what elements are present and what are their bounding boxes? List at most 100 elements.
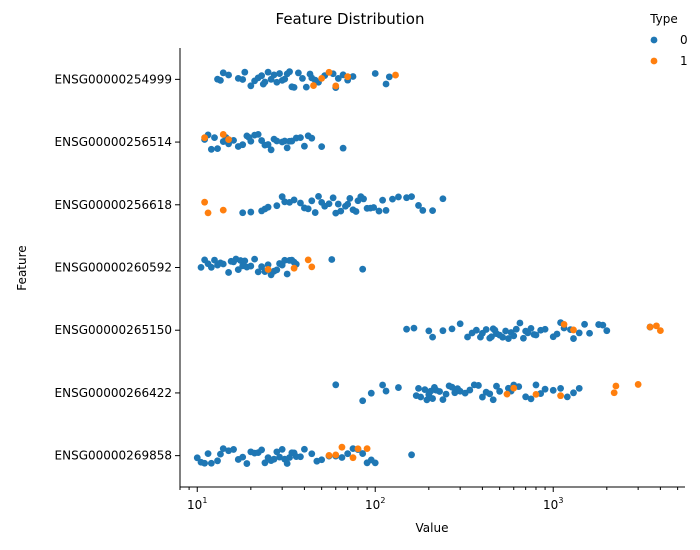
data-point-type-1	[308, 263, 316, 271]
data-point-type-1	[332, 82, 340, 90]
data-point-type-0	[389, 195, 396, 203]
legend-label: 1	[680, 54, 688, 68]
data-point-type-0	[359, 265, 367, 273]
data-point-type-0	[258, 72, 266, 80]
x-tick-label: 102	[365, 496, 385, 512]
data-point-type-0	[359, 450, 367, 457]
data-point-type-0	[419, 207, 427, 214]
data-point-type-0	[273, 202, 281, 210]
chart-title: Feature Distribution	[276, 10, 425, 28]
data-point-type-0	[290, 196, 298, 204]
data-point-type-0	[475, 382, 482, 389]
data-point-type-0	[294, 69, 302, 77]
data-point-type-0	[408, 451, 415, 459]
data-point-type-0	[239, 453, 247, 461]
data-point-type-0	[270, 455, 278, 463]
data-point-type-0	[466, 386, 474, 394]
data-point-type-0	[217, 76, 224, 84]
data-point-type-0	[247, 82, 255, 90]
data-point-type-0	[283, 270, 291, 278]
data-point-type-0	[549, 386, 557, 394]
legend-title: Type	[649, 12, 678, 26]
data-point-type-0	[570, 389, 577, 397]
data-point-type-0	[247, 137, 255, 145]
data-point-type-0	[379, 196, 386, 204]
data-point-type-0	[557, 384, 564, 392]
data-point-type-0	[442, 390, 450, 398]
data-point-type-0	[541, 325, 549, 333]
data-point-type-0	[230, 446, 237, 453]
data-point-type-0	[211, 256, 218, 264]
data-point-type-1	[510, 384, 518, 392]
data-point-type-0	[379, 381, 386, 389]
data-point-type-0	[239, 141, 247, 149]
data-point-type-0	[505, 335, 512, 342]
data-point-type-0	[278, 193, 286, 201]
data-point-type-0	[553, 330, 561, 338]
data-point-type-0	[382, 387, 390, 395]
data-point-type-0	[527, 395, 535, 403]
data-point-type-0	[439, 195, 447, 203]
data-point-type-0	[247, 262, 255, 270]
data-point-type-0	[599, 321, 607, 329]
data-point-type-0	[352, 208, 360, 215]
data-point-type-0	[283, 460, 291, 467]
data-point-type-0	[410, 324, 418, 332]
data-point-type-0	[304, 205, 312, 213]
y-axis-label: Feature	[15, 245, 29, 290]
data-point-type-1	[532, 391, 540, 398]
data-point-type-0	[367, 389, 375, 397]
data-point-type-1	[653, 322, 660, 330]
data-point-type-0	[278, 445, 286, 453]
data-point-type-0	[502, 327, 509, 335]
data-point-type-1	[325, 452, 333, 459]
data-point-type-1	[304, 256, 312, 264]
y-tick-label: ENSG00000265150	[55, 323, 172, 337]
data-point-type-1	[560, 320, 568, 328]
data-point-type-1	[204, 209, 212, 217]
data-point-type-0	[281, 75, 289, 83]
data-point-type-0	[563, 393, 571, 401]
data-point-type-0	[219, 260, 227, 268]
data-point-type-0	[429, 395, 436, 402]
data-point-type-0	[334, 200, 342, 208]
data-point-type-1	[557, 392, 564, 400]
data-point-type-0	[488, 333, 495, 341]
data-point-type-0	[472, 326, 480, 334]
data-point-type-0	[522, 393, 530, 401]
data-point-type-1	[634, 381, 642, 388]
data-point-type-0	[281, 137, 289, 145]
data-point-type-1	[332, 451, 340, 459]
data-point-type-0	[332, 381, 340, 389]
data-point-type-0	[482, 326, 490, 333]
data-point-type-1	[290, 264, 298, 272]
data-point-type-0	[359, 397, 367, 405]
data-point-type-0	[225, 269, 232, 276]
data-point-type-0	[283, 144, 291, 152]
data-point-type-0	[286, 68, 293, 76]
data-point-type-1	[264, 266, 272, 273]
data-point-type-0	[496, 387, 504, 395]
data-point-type-0	[264, 141, 272, 148]
data-point-type-0	[308, 450, 316, 458]
data-point-type-1	[503, 390, 511, 398]
data-point-type-0	[456, 320, 464, 328]
data-point-type-0	[349, 73, 357, 80]
data-point-type-0	[512, 325, 520, 333]
data-point-type-0	[346, 195, 354, 202]
data-point-type-0	[423, 396, 431, 404]
data-point-type-0	[334, 75, 342, 82]
data-point-type-0	[308, 197, 316, 205]
data-point-type-1	[225, 136, 232, 143]
data-point-type-0	[247, 208, 255, 216]
data-point-type-0	[344, 200, 352, 208]
data-point-type-0	[276, 453, 283, 461]
data-point-type-0	[217, 450, 224, 458]
data-point-type-0	[337, 207, 345, 215]
data-point-type-0	[315, 193, 322, 200]
data-point-type-0	[299, 75, 306, 82]
points-layer	[193, 68, 664, 467]
data-point-type-0	[258, 263, 266, 271]
data-point-type-0	[318, 143, 326, 151]
